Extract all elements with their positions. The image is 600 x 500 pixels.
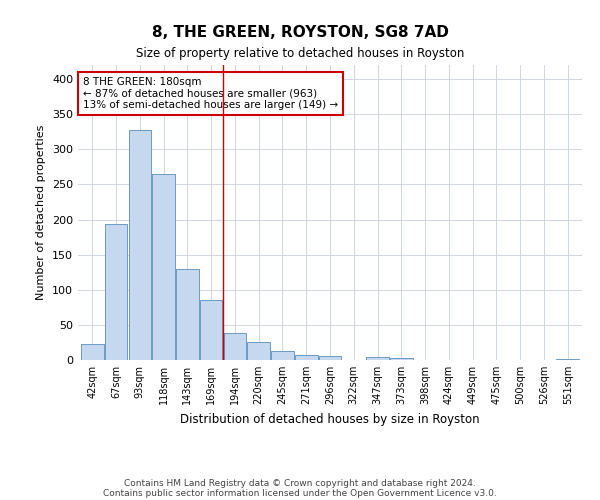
Bar: [295, 355, 317, 360]
Bar: [152, 174, 175, 360]
Bar: [128, 130, 151, 360]
Text: 8 THE GREEN: 180sqm
← 87% of detached houses are smaller (963)
13% of semi-detac: 8 THE GREEN: 180sqm ← 87% of detached ho…: [83, 77, 338, 110]
Bar: [81, 344, 104, 360]
Text: Contains public sector information licensed under the Open Government Licence v3: Contains public sector information licen…: [103, 488, 497, 498]
Bar: [247, 342, 270, 360]
Bar: [271, 351, 294, 360]
Text: Size of property relative to detached houses in Royston: Size of property relative to detached ho…: [136, 48, 464, 60]
Text: 8, THE GREEN, ROYSTON, SG8 7AD: 8, THE GREEN, ROYSTON, SG8 7AD: [152, 25, 448, 40]
Bar: [556, 358, 579, 360]
Bar: [224, 334, 246, 360]
X-axis label: Distribution of detached houses by size in Royston: Distribution of detached houses by size …: [180, 412, 480, 426]
Y-axis label: Number of detached properties: Number of detached properties: [37, 125, 46, 300]
Bar: [105, 224, 127, 360]
Bar: [200, 300, 223, 360]
Bar: [176, 268, 199, 360]
Text: Contains HM Land Registry data © Crown copyright and database right 2024.: Contains HM Land Registry data © Crown c…: [124, 478, 476, 488]
Bar: [319, 356, 341, 360]
Bar: [366, 357, 389, 360]
Bar: [390, 358, 413, 360]
